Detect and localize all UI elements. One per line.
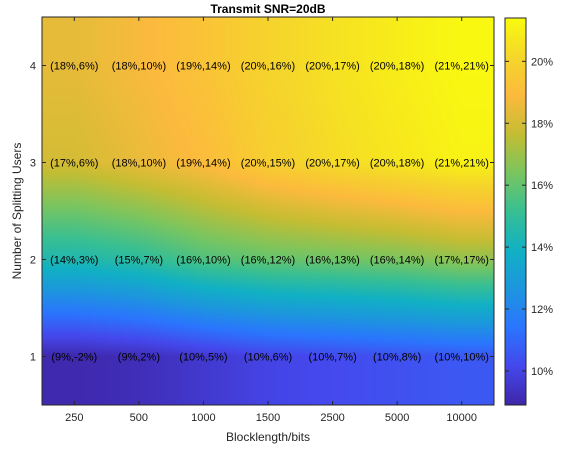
x-tick-label: 10000 [446,412,477,424]
y-tick-label: 1 [30,352,36,364]
x-tick-label: 500 [130,412,148,424]
cell-label: (20%,15%) [241,158,295,170]
colorbar-tick-label: 14% [531,242,553,254]
cell-label: (10%,10%) [434,352,488,364]
chart-title: Transmit SNR=20dB [210,2,325,16]
x-tick-label: 250 [65,412,83,424]
x-tick-label: 1500 [256,412,280,424]
cell-labels: (9%,-2%) (9%,2%) (10%,5%) (10%,6%) (10%,7%) (… [50,61,489,364]
cell-label: (9%,-2%) [51,352,97,364]
cell-label: (17%,6%) [50,158,98,170]
cell-label: (18%,10%) [112,61,166,73]
cell-label: (20%,16%) [241,61,295,73]
cell-label: (16%,13%) [305,255,359,267]
colorbar: 10% 12% 14% 16% 18% 20% [504,17,553,406]
x-tick-label: 1000 [191,412,215,424]
cell-label: (10%,5%) [179,352,227,364]
cell-label: (21%,21%) [434,61,488,73]
colorbar-gradient [505,18,526,405]
colorbar-ticks: 10% 12% 14% 16% 18% 20% [505,56,553,378]
cell-label: (16%,12%) [241,255,295,267]
colorbar-tick-label: 18% [531,118,553,130]
x-axis-label: Blocklength/bits [226,430,310,444]
x-tick-label: 5000 [385,412,409,424]
cell-label: (20%,17%) [305,61,359,73]
colorbar-tick-label: 12% [531,304,553,316]
cell-label: (10%,7%) [308,352,356,364]
colorbar-tick-label: 10% [531,366,553,378]
cell-label: (18%,10%) [112,158,166,170]
cell-label: (10%,6%) [244,352,292,364]
cell-label: (17%,17%) [434,255,488,267]
cell-label: (14%,3%) [50,255,98,267]
y-tick-label: 3 [30,158,36,170]
cell-label: (20%,17%) [305,158,359,170]
cell-label: (20%,18%) [370,158,424,170]
cell-label: (19%,14%) [176,61,230,73]
x-tick-label: 2500 [320,412,344,424]
cell-label: (18%,6%) [50,61,98,73]
cell-label: (20%,18%) [370,61,424,73]
y-axis-label: Number of Splitting Users [10,143,24,280]
y-tick-label: 4 [30,61,36,73]
colorbar-frame [504,17,527,406]
cell-label: (16%,10%) [176,255,230,267]
plot-area: (9%,-2%) (9%,2%) (10%,5%) (10%,6%) (10%,7%) (… [30,16,495,424]
y-axis: 1 2 3 4 [30,61,494,364]
cell-label: (15%,7%) [115,255,163,267]
y-tick-label: 2 [30,255,36,267]
cell-label: (16%,14%) [370,255,424,267]
colorbar-tick-label: 16% [531,180,553,192]
x-axis: 250 500 1000 1500 2500 5000 10000 [65,17,477,424]
heatmap-surface [42,17,494,405]
cell-label: (9%,2%) [118,352,160,364]
colorbar-tick-label: 20% [531,56,553,68]
cell-label: (19%,14%) [176,158,230,170]
cell-label: (10%,8%) [373,352,421,364]
cell-label: (21%,21%) [434,158,488,170]
